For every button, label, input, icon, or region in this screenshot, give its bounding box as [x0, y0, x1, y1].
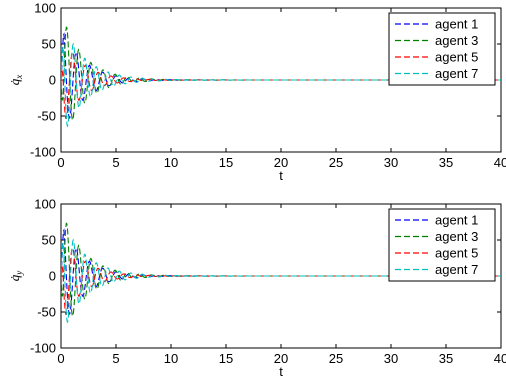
y-axis-label-main: q̇: [7, 78, 22, 85]
x-tick-label: 15: [219, 155, 233, 170]
y-axis-label: q̇x: [7, 75, 24, 86]
y-tick-label: 0: [49, 73, 56, 88]
y-tick-label: -50: [37, 305, 56, 320]
legend-label: agent 5: [435, 246, 478, 261]
legend-label: agent 5: [435, 50, 478, 65]
y-tick-label: 50: [42, 233, 56, 248]
y-axis-label-subscript: y: [14, 271, 24, 276]
x-tick-label: 25: [329, 351, 343, 366]
y-tick-label: 100: [34, 1, 56, 16]
x-tick-label: 20: [274, 351, 288, 366]
legend-label: agent 3: [435, 229, 478, 244]
x-tick-label: 25: [329, 155, 343, 170]
y-axis-label-subscript: x: [14, 75, 24, 80]
x-tick-label: 15: [219, 351, 233, 366]
y-tick-label: -50: [37, 109, 56, 124]
x-tick-label: 35: [439, 351, 453, 366]
x-tick-label: 30: [384, 351, 398, 366]
y-tick-label: 50: [42, 37, 56, 52]
legend-label: agent 7: [435, 66, 478, 81]
x-tick-label: 40: [494, 155, 506, 170]
x-tick-label: 10: [164, 351, 178, 366]
y-tick-label: -100: [30, 341, 56, 356]
x-tick-label: 35: [439, 155, 453, 170]
y-tick-label: 0: [49, 269, 56, 284]
y-axis-label: q̇y: [7, 271, 24, 282]
x-axis-label: t: [279, 364, 283, 379]
legend-label: agent 1: [435, 213, 478, 228]
chart-panel-1: 0 5 10 15 20 25 30 35 40 100 50 0 -50 -100 t q̇x agent 1…: [7, 1, 506, 184]
y-tick-label: 100: [34, 197, 56, 212]
x-axis-label: t: [279, 168, 283, 183]
x-tick-label: 0: [57, 351, 64, 366]
chart-panel-2: 0 5 10 15 20 25 30 35 40 100 50 0 -50 -100 t q̇y agent 1…: [7, 197, 506, 380]
legend-label: agent 1: [435, 17, 478, 32]
legend-label: agent 3: [435, 33, 478, 48]
x-tick-label: 10: [164, 155, 178, 170]
x-tick-label: 40: [494, 351, 506, 366]
y-tick-label: -100: [30, 145, 56, 160]
x-tick-label: 5: [112, 155, 119, 170]
y-axis-label-main: q̇: [7, 274, 22, 281]
x-tick-label: 30: [384, 155, 398, 170]
x-tick-label: 5: [112, 351, 119, 366]
x-tick-label: 20: [274, 155, 288, 170]
legend-label: agent 7: [435, 262, 478, 277]
x-tick-label: 0: [57, 155, 64, 170]
